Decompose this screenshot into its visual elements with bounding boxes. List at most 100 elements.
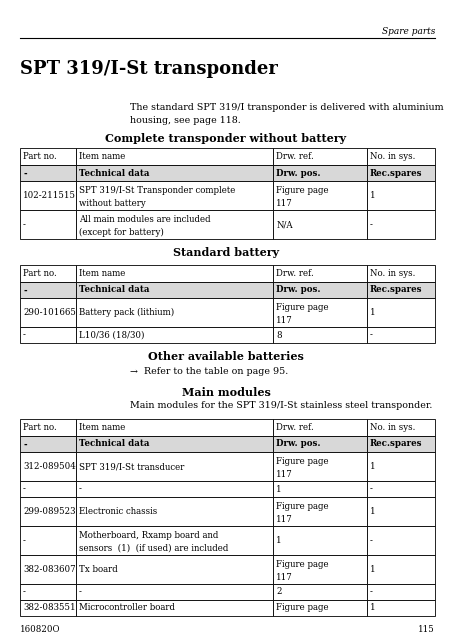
Bar (273, 555, 366, 584)
Bar (273, 327, 366, 343)
Bar (273, 148, 366, 165)
Bar (366, 419, 435, 436)
Text: Battery pack (lithium): Battery pack (lithium) (79, 308, 174, 317)
Text: →  Refer to the table on page 95.: → Refer to the table on page 95. (130, 367, 288, 376)
Text: Item name: Item name (79, 423, 125, 432)
Bar (76, 327, 273, 343)
Text: (except for battery): (except for battery) (79, 228, 164, 237)
Bar (366, 148, 435, 165)
Bar (366, 165, 435, 181)
Bar (20, 452, 76, 481)
Bar (20, 298, 76, 327)
Text: 1: 1 (370, 191, 375, 200)
Bar (366, 600, 435, 616)
Bar (20, 265, 76, 282)
Text: 117: 117 (276, 316, 293, 325)
Text: -: - (370, 536, 372, 545)
Text: -: - (23, 536, 26, 545)
Text: 1: 1 (370, 507, 375, 516)
Text: Technical data: Technical data (79, 440, 149, 449)
Text: -: - (79, 484, 82, 493)
Bar (20, 282, 76, 298)
Text: Item name: Item name (79, 152, 125, 161)
Text: 2: 2 (276, 588, 282, 596)
Text: Tx board: Tx board (79, 565, 118, 574)
Text: 1: 1 (370, 565, 375, 574)
Bar (273, 419, 366, 436)
Text: Drw. pos.: Drw. pos. (276, 168, 321, 177)
Text: sensors  (1)  (if used) are included: sensors (1) (if used) are included (79, 544, 228, 553)
Text: 299-089523: 299-089523 (23, 507, 76, 516)
Text: L10/36 (18/30): L10/36 (18/30) (79, 330, 145, 339)
Bar (366, 436, 435, 452)
Text: housing, see page 118.: housing, see page 118. (130, 116, 241, 125)
Bar (20, 165, 76, 181)
Text: Microcontroller board: Microcontroller board (79, 604, 175, 612)
Text: Rec.spares: Rec.spares (370, 168, 422, 177)
Bar (76, 419, 273, 436)
Bar (366, 210, 435, 239)
Text: Rec.spares: Rec.spares (370, 440, 422, 449)
Text: -: - (23, 484, 26, 493)
Bar (20, 481, 76, 497)
Text: No. in sys.: No. in sys. (370, 152, 415, 161)
Bar (76, 265, 273, 282)
Bar (366, 526, 435, 555)
Text: without battery: without battery (79, 199, 146, 208)
Text: 117: 117 (276, 515, 293, 524)
Text: Drw. ref.: Drw. ref. (276, 423, 314, 432)
Bar (76, 584, 273, 600)
Bar (20, 419, 76, 436)
Text: No. in sys.: No. in sys. (370, 423, 415, 432)
Bar (20, 327, 76, 343)
Bar (273, 497, 366, 526)
Text: 290-101665: 290-101665 (23, 308, 76, 317)
Text: Technical data: Technical data (79, 285, 149, 294)
Text: Figure page: Figure page (276, 186, 329, 195)
Bar (366, 584, 435, 600)
Text: -: - (23, 285, 27, 294)
Text: 117: 117 (276, 470, 293, 479)
Bar (20, 148, 76, 165)
Bar (20, 555, 76, 584)
Text: 1: 1 (370, 462, 375, 471)
Bar (273, 600, 366, 616)
Text: Motherboard, Rxamp board and: Motherboard, Rxamp board and (79, 531, 218, 540)
Bar (366, 327, 435, 343)
Text: Drw. ref.: Drw. ref. (276, 152, 314, 161)
Bar (76, 452, 273, 481)
Text: Figure page: Figure page (276, 502, 329, 511)
Bar (273, 265, 366, 282)
Bar (20, 497, 76, 526)
Text: SPT 319/I-St transponder: SPT 319/I-St transponder (20, 60, 278, 78)
Text: Part no.: Part no. (23, 152, 57, 161)
Text: -: - (370, 330, 372, 339)
Bar (273, 298, 366, 327)
Text: Figure page: Figure page (276, 560, 329, 569)
Bar (76, 497, 273, 526)
Text: -: - (23, 588, 26, 596)
Bar (273, 436, 366, 452)
Bar (366, 282, 435, 298)
Text: 382-083551: 382-083551 (23, 604, 76, 612)
Text: N/A: N/A (276, 220, 293, 229)
Text: 1: 1 (370, 604, 375, 612)
Text: 160820O: 160820O (20, 625, 61, 634)
Bar (366, 265, 435, 282)
Text: -: - (370, 588, 372, 596)
Bar (366, 298, 435, 327)
Bar (76, 436, 273, 452)
Bar (76, 282, 273, 298)
Text: Drw. pos.: Drw. pos. (276, 440, 321, 449)
Bar (366, 481, 435, 497)
Text: SPT 319/I-St Transponder complete: SPT 319/I-St Transponder complete (79, 186, 236, 195)
Bar (273, 165, 366, 181)
Bar (76, 481, 273, 497)
Text: Standard battery: Standard battery (173, 247, 279, 258)
Text: Other available batteries: Other available batteries (148, 351, 304, 362)
Text: Drw. pos.: Drw. pos. (276, 285, 321, 294)
Text: Item name: Item name (79, 269, 125, 278)
Text: All main modules are included: All main modules are included (79, 215, 211, 224)
Text: Figure page: Figure page (276, 303, 329, 312)
Text: Part no.: Part no. (23, 269, 57, 278)
